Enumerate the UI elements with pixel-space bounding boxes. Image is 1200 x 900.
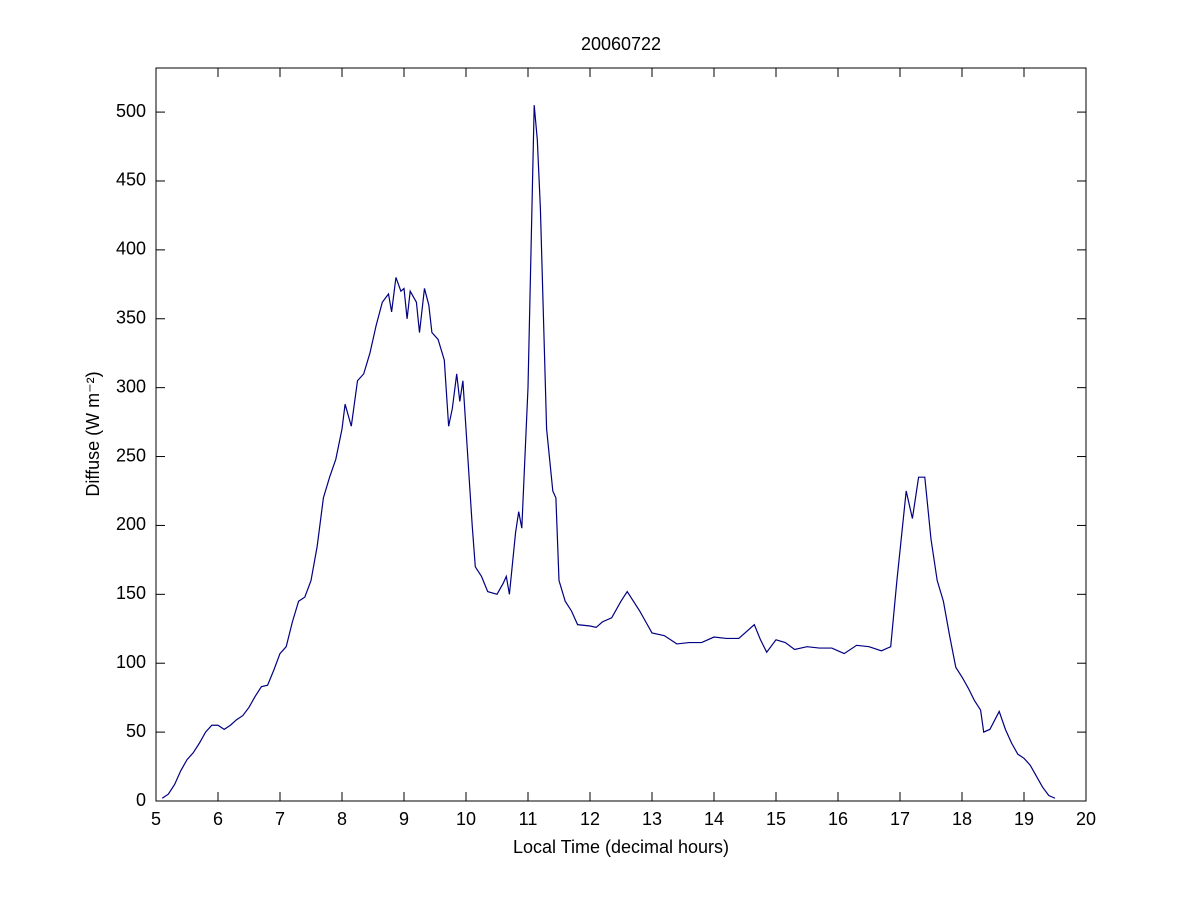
x-tick-label: 17 <box>890 809 910 829</box>
x-tick-label: 15 <box>766 809 786 829</box>
x-tick-label: 11 <box>519 809 538 829</box>
y-tick-label: 100 <box>116 652 146 672</box>
y-tick-label: 250 <box>116 445 146 465</box>
chart-title: 20060722 <box>581 34 661 54</box>
y-tick-label: 400 <box>116 239 146 259</box>
x-tick-label: 19 <box>1014 809 1034 829</box>
y-tick-label: 50 <box>126 721 146 741</box>
x-tick-label: 13 <box>642 809 662 829</box>
y-tick-label: 300 <box>116 376 146 396</box>
x-tick-label: 20 <box>1076 809 1096 829</box>
y-tick-label: 450 <box>116 170 146 190</box>
x-tick-label: 10 <box>456 809 476 829</box>
x-tick-label: 9 <box>399 809 409 829</box>
x-tick-label: 16 <box>828 809 848 829</box>
x-tick-label: 18 <box>952 809 972 829</box>
x-tick-label: 14 <box>704 809 724 829</box>
x-tick-label: 6 <box>213 809 223 829</box>
y-axis-label: Diffuse (W m⁻²) <box>83 371 103 496</box>
x-tick-label: 7 <box>275 809 285 829</box>
y-tick-label: 350 <box>116 308 146 328</box>
data-line <box>161 105 1056 799</box>
y-tick-label: 0 <box>136 790 146 810</box>
y-tick-label: 200 <box>116 514 146 534</box>
y-tick-label: 500 <box>116 101 146 121</box>
x-axis-label: Local Time (decimal hours) <box>513 837 729 857</box>
x-tick-label: 8 <box>337 809 347 829</box>
y-tick-label: 150 <box>116 583 146 603</box>
x-tick-label: 12 <box>580 809 600 829</box>
x-tick-label: 5 <box>151 809 161 829</box>
plot-area <box>155 67 1087 802</box>
